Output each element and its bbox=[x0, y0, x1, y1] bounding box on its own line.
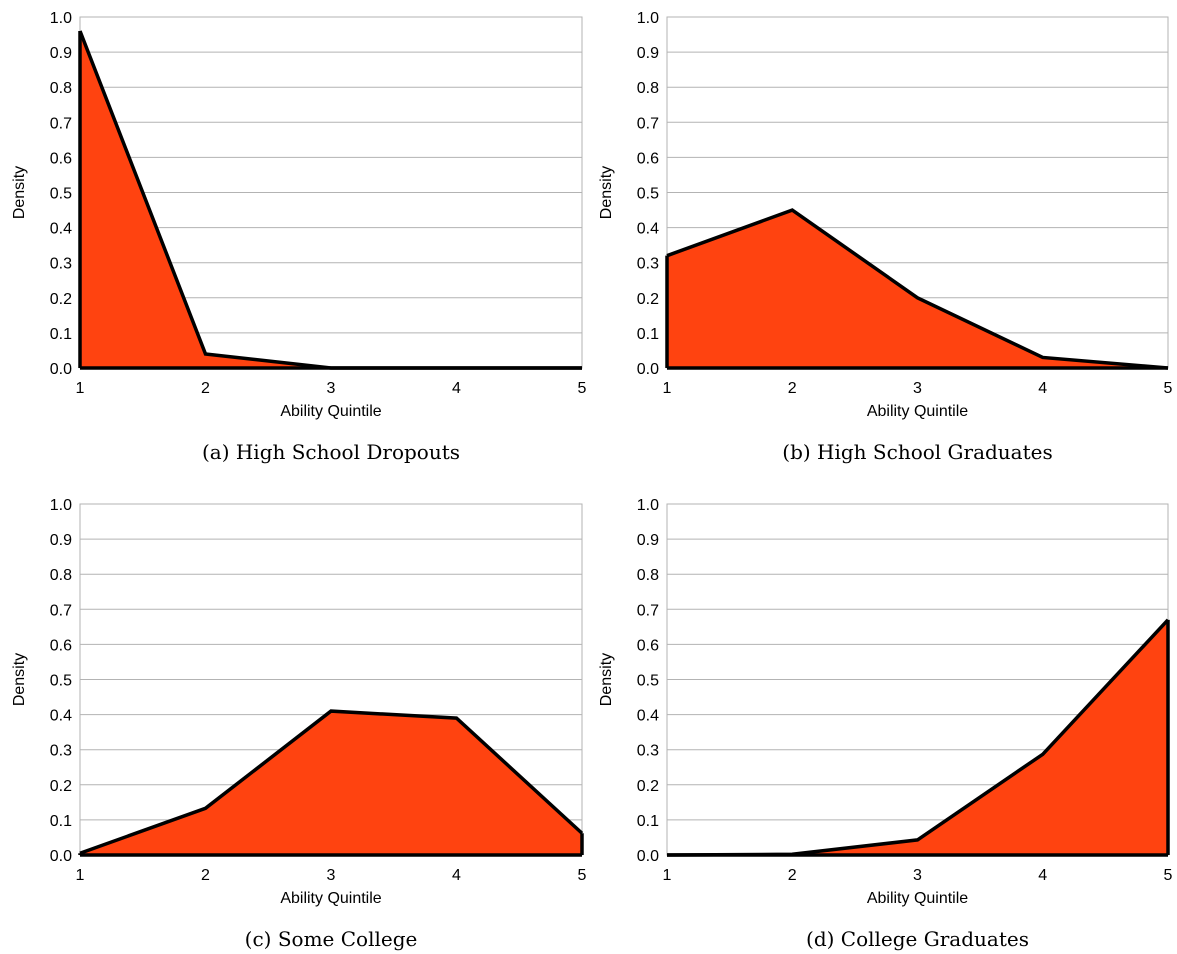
chart-d-caption: (d) College Graduates bbox=[806, 927, 1029, 951]
chart-a-ytick-label: 0.4 bbox=[50, 221, 72, 238]
chart-d-ytick-label: 0.0 bbox=[637, 848, 659, 865]
chart-c-y-axis-title: Density bbox=[11, 653, 28, 706]
chart-c-xtick-label: 3 bbox=[327, 867, 336, 884]
chart-c-ytick-label: 0.8 bbox=[50, 567, 72, 584]
chart-c-ytick-label: 1.0 bbox=[50, 497, 72, 514]
chart-b-ytick-label: 0.3 bbox=[637, 256, 659, 273]
chart-c-xtick-label: 4 bbox=[452, 867, 461, 884]
chart-b-y-axis-title: Density bbox=[598, 166, 615, 219]
chart-d-ytick-label: 0.1 bbox=[637, 813, 659, 830]
chart-d-ytick-label: 0.5 bbox=[637, 673, 659, 690]
chart-b-ytick-label: 1.0 bbox=[637, 10, 659, 27]
chart-a-ytick-label: 0.5 bbox=[50, 186, 72, 203]
chart-a-ytick-label: 0.9 bbox=[50, 45, 72, 62]
chart-b-ytick-label: 0.5 bbox=[637, 186, 659, 203]
chart-d-xtick-label: 3 bbox=[913, 867, 922, 884]
chart-d-ytick-label: 0.3 bbox=[637, 743, 659, 760]
chart-b-x-axis-title: Ability Quintile bbox=[867, 403, 968, 420]
chart-d-xtick-label: 5 bbox=[1164, 867, 1173, 884]
chart-c-ytick-label: 0.4 bbox=[50, 708, 72, 725]
chart-b-ytick-label: 0.1 bbox=[637, 326, 659, 343]
chart-d-ytick-label: 0.4 bbox=[637, 708, 659, 725]
chart-d-ytick-label: 0.7 bbox=[637, 602, 659, 619]
chart-b-ytick-label: 0.8 bbox=[637, 80, 659, 97]
chart-c-ytick-label: 0.9 bbox=[50, 532, 72, 549]
chart-d-xtick-label: 2 bbox=[788, 867, 797, 884]
chart-a: 0.0 0.1 0.2 0.3 0.4 0.5 0.6 0.7 0.8 0.9 1.0 1 2 3 4 5 Ab… bbox=[11, 10, 587, 464]
chart-b-xtick-label: 5 bbox=[1164, 380, 1173, 397]
chart-c-ytick-label: 0.7 bbox=[50, 602, 72, 619]
chart-a-ytick-label: 0.0 bbox=[50, 361, 72, 378]
chart-d-area bbox=[667, 619, 1168, 855]
chart-a-ytick-label: 0.8 bbox=[50, 80, 72, 97]
chart-a-xtick-label: 3 bbox=[327, 380, 336, 397]
chart-b-ytick-label: 0.7 bbox=[637, 115, 659, 132]
chart-a-area bbox=[80, 31, 582, 368]
chart-b-ytick-label: 0.0 bbox=[637, 361, 659, 378]
chart-d-ytick-label: 1.0 bbox=[637, 497, 659, 514]
chart-b-ytick-label: 0.2 bbox=[637, 291, 659, 308]
chart-d-ytick-label: 0.8 bbox=[637, 567, 659, 584]
chart-a-ytick-label: 0.2 bbox=[50, 291, 72, 308]
chart-c: 0.0 0.1 0.2 0.3 0.4 0.5 0.6 0.7 0.8 0.9 1.0 1 2 3 4 5 Ab… bbox=[11, 497, 587, 951]
chart-d-x-axis-title: Ability Quintile bbox=[867, 890, 968, 907]
chart-c-ytick-label: 0.5 bbox=[50, 673, 72, 690]
chart-c-ytick-label: 0.1 bbox=[50, 813, 72, 830]
chart-d-xtick-label: 1 bbox=[663, 867, 672, 884]
chart-c-xtick-label: 5 bbox=[578, 867, 587, 884]
chart-c-caption: (c) Some College bbox=[245, 927, 418, 951]
chart-d-xtick-label: 4 bbox=[1038, 867, 1047, 884]
chart-a-y-axis-title: Density bbox=[11, 166, 28, 219]
chart-c-area bbox=[80, 711, 582, 855]
chart-a-ytick-label: 0.6 bbox=[50, 150, 72, 167]
chart-d-ytick-label: 0.9 bbox=[637, 532, 659, 549]
chart-a-caption: (a) High School Dropouts bbox=[202, 440, 460, 464]
chart-a-xtick-label: 4 bbox=[452, 380, 461, 397]
chart-b-xtick-label: 1 bbox=[663, 380, 672, 397]
chart-a-ytick-label: 0.3 bbox=[50, 256, 72, 273]
chart-b-xtick-label: 4 bbox=[1038, 380, 1047, 397]
chart-b-caption: (b) High School Graduates bbox=[782, 440, 1052, 464]
chart-b-xtick-label: 3 bbox=[913, 380, 922, 397]
chart-a-ytick-label: 0.7 bbox=[50, 115, 72, 132]
chart-c-ytick-label: 0.6 bbox=[50, 637, 72, 654]
chart-b-ytick-label: 0.9 bbox=[637, 45, 659, 62]
chart-d-y-axis-title: Density bbox=[598, 653, 615, 706]
chart-d-ytick-label: 0.2 bbox=[637, 778, 659, 795]
chart-b-xtick-label: 2 bbox=[788, 380, 797, 397]
chart-a-ytick-label: 1.0 bbox=[50, 10, 72, 27]
chart-c-xtick-label: 1 bbox=[76, 867, 85, 884]
chart-c-x-axis-title: Ability Quintile bbox=[280, 890, 381, 907]
chart-a-xtick-label: 1 bbox=[76, 380, 85, 397]
chart-d-ytick-label: 0.6 bbox=[637, 637, 659, 654]
chart-b: 0.0 0.1 0.2 0.3 0.4 0.5 0.6 0.7 0.8 0.9 1.0 1 2 3 4 5 Ab… bbox=[598, 10, 1173, 464]
chart-d: 0.0 0.1 0.2 0.3 0.4 0.5 0.6 0.7 0.8 0.9 1.0 1 2 3 4 5 Ab… bbox=[598, 497, 1173, 951]
chart-b-ytick-label: 0.6 bbox=[637, 150, 659, 167]
chart-a-xtick-label: 5 bbox=[578, 380, 587, 397]
chart-c-ytick-label: 0.3 bbox=[50, 743, 72, 760]
chart-b-ytick-label: 0.4 bbox=[637, 221, 659, 238]
chart-a-xtick-label: 2 bbox=[201, 380, 210, 397]
chart-c-ytick-label: 0.0 bbox=[50, 848, 72, 865]
chart-a-x-axis-title: Ability Quintile bbox=[280, 403, 381, 420]
chart-b-area bbox=[667, 210, 1168, 368]
chart-c-ytick-label: 0.2 bbox=[50, 778, 72, 795]
chart-a-ytick-label: 0.1 bbox=[50, 326, 72, 343]
chart-c-xtick-label: 2 bbox=[201, 867, 210, 884]
